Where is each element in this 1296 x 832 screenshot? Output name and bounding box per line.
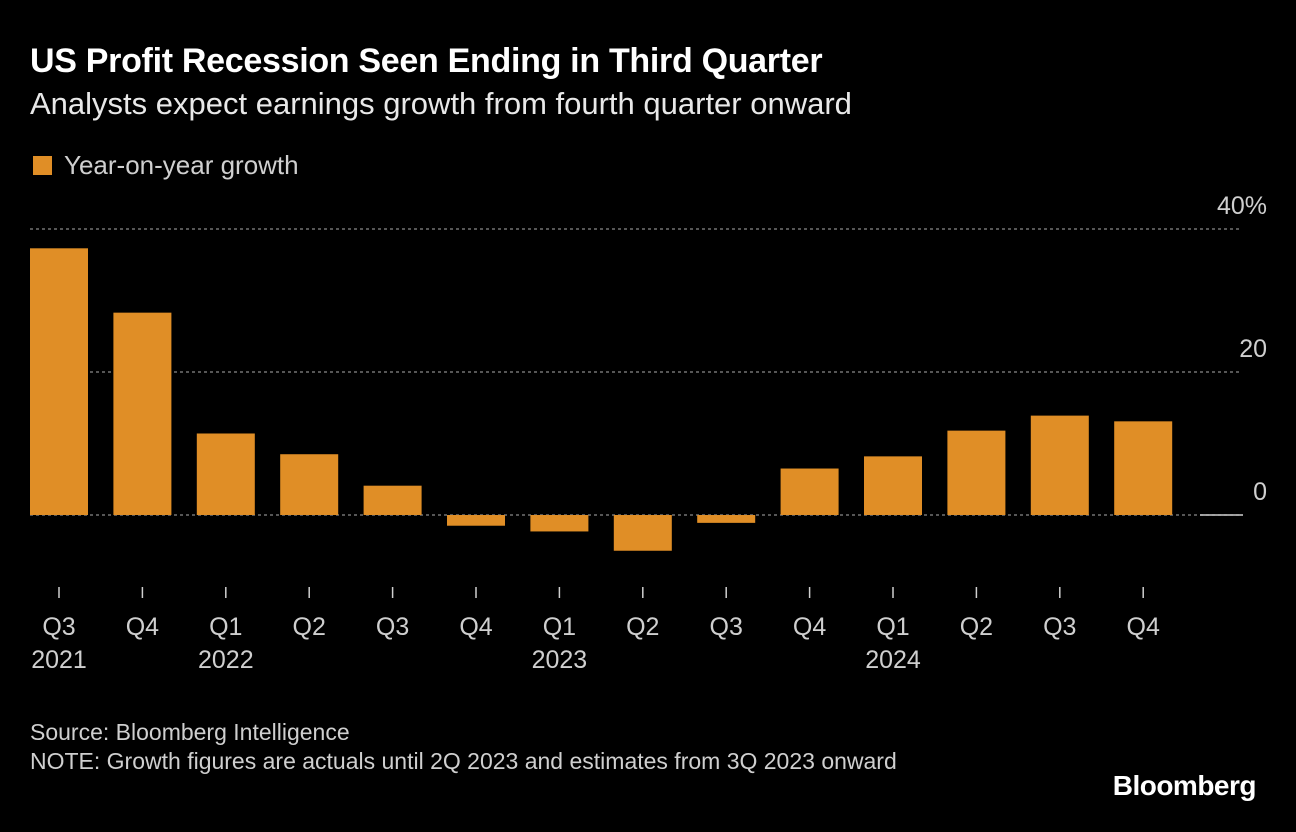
x-tick-label: Q3 (42, 613, 75, 641)
bar (196, 433, 255, 515)
bar (697, 515, 756, 523)
legend-label: Year-on-year growth (64, 150, 299, 180)
x-tick-label: Q1 (876, 613, 909, 641)
x-tick-label: Q3 (1043, 613, 1076, 641)
bloomberg-logo: Bloomberg (1112, 770, 1257, 801)
methodology-note: NOTE: Growth figures are actuals until 2… (30, 748, 897, 774)
x-year-label: 2022 (198, 646, 254, 674)
bar (113, 312, 172, 515)
bar (1030, 415, 1089, 515)
bar (530, 515, 589, 532)
x-year-label: 2023 (532, 646, 588, 674)
x-tick-label: Q3 (710, 613, 743, 641)
x-year-label: 2021 (31, 646, 87, 674)
bar (280, 454, 339, 515)
x-tick-label: Q2 (293, 613, 326, 641)
x-tick-label: Q1 (209, 613, 242, 641)
y-tick-label: 0 (1253, 478, 1267, 506)
bar (864, 456, 922, 515)
x-tick-label: Q4 (459, 613, 492, 641)
legend-swatch (33, 156, 52, 175)
x-tick-label: Q3 (376, 613, 409, 641)
bar (1114, 421, 1173, 515)
y-tick-label: 20 (1239, 335, 1267, 363)
chart-subtitle: Analysts expect earnings growth from fou… (30, 86, 852, 121)
bar (613, 515, 672, 551)
source-note: Source: Bloomberg Intelligence (30, 719, 350, 745)
bars (30, 248, 1173, 551)
bar (447, 515, 505, 526)
bar (363, 485, 422, 515)
y-axis-labels: 0 20 40% (1200, 192, 1267, 516)
chart-title: US Profit Recession Seen Ending in Third… (30, 42, 823, 80)
bar (947, 430, 1006, 515)
x-tick-label: Q2 (960, 613, 993, 641)
footer: Source: Bloomberg Intelligence NOTE: Gro… (30, 718, 950, 776)
x-tick-label: Q4 (126, 613, 159, 641)
x-tick-label: Q2 (626, 613, 659, 641)
x-year-label: 2024 (865, 646, 921, 674)
x-tick-label: Q1 (543, 613, 576, 641)
legend: Year-on-year growth (33, 150, 299, 181)
bar (30, 248, 88, 515)
y-tick-label: 40% (1217, 192, 1267, 220)
x-tick-label: Q4 (793, 613, 826, 641)
bar (780, 468, 839, 515)
x-axis: Q3 2021 Q4 Q1 2022 Q2 Q3 Q4 Q1 2023 Q2 Q3 Q4 Q1 2024 Q2… (31, 587, 1160, 674)
x-tick-label: Q4 (1127, 613, 1160, 641)
